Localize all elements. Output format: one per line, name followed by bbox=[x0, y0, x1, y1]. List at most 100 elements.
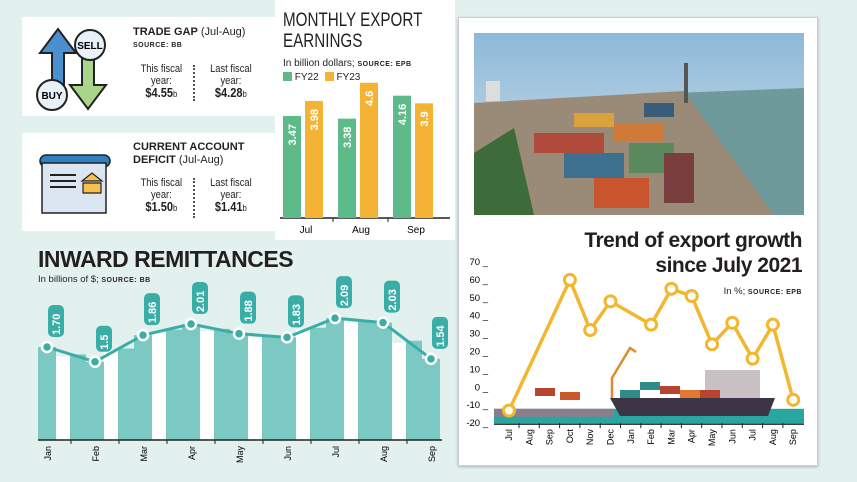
remittance-bar bbox=[182, 324, 200, 440]
bar-fy23-aug bbox=[360, 82, 378, 218]
x-tick-label: Jun bbox=[283, 446, 293, 461]
data-point bbox=[136, 328, 150, 342]
trade-gap-period: (Jul-Aug) bbox=[200, 26, 246, 38]
data-point bbox=[603, 294, 618, 309]
remittance-mid-bar bbox=[358, 320, 374, 440]
sell-label: SELL bbox=[77, 41, 103, 52]
container-illustration bbox=[560, 392, 580, 400]
export-title: MONTHLY EXPORT EARNINGS bbox=[283, 10, 423, 52]
container-illustration bbox=[620, 390, 640, 398]
x-tick-label: Mar bbox=[666, 429, 676, 445]
data-point bbox=[745, 351, 760, 366]
crane-illustration bbox=[610, 346, 637, 398]
x-tick-label: May bbox=[235, 446, 245, 464]
ca-title-line2: DEFICIT bbox=[133, 154, 176, 166]
x-tick-label: Jul bbox=[504, 429, 514, 441]
remittance-gap-bar bbox=[392, 342, 406, 440]
bar-fy23-jul bbox=[305, 100, 323, 218]
x-tick-label: Jul bbox=[748, 429, 758, 441]
dock-illustration bbox=[494, 408, 614, 417]
x-tick-label: Feb bbox=[91, 446, 101, 462]
value-badge bbox=[144, 293, 160, 326]
value-label: 1.70 bbox=[51, 314, 63, 335]
y-tick-label: -10 _ bbox=[466, 400, 488, 411]
bar-fy22-sep bbox=[393, 95, 411, 218]
data-point bbox=[644, 317, 659, 332]
container-illustration bbox=[535, 388, 555, 396]
data-point bbox=[664, 281, 679, 296]
legend-fy23: FY23 bbox=[324, 72, 360, 83]
containers bbox=[534, 103, 694, 208]
bar-value-label: 4.6 bbox=[364, 91, 376, 106]
container-illustration bbox=[700, 390, 720, 398]
remittance-bar bbox=[422, 358, 440, 440]
remittance-gap-bar bbox=[152, 331, 166, 440]
legend-fy22: FY22 bbox=[283, 72, 319, 83]
trend-source: SOURCE: EPB bbox=[747, 289, 802, 296]
x-tick-label: Aug bbox=[524, 429, 534, 445]
remittance-mid-bar bbox=[214, 328, 230, 440]
container-illustration bbox=[660, 386, 680, 394]
x-tick-label: Feb bbox=[646, 429, 656, 445]
divider bbox=[193, 65, 195, 101]
x-tick-label: Mar bbox=[139, 446, 149, 462]
data-point bbox=[583, 323, 598, 338]
value-label: 2.09 bbox=[339, 285, 351, 306]
y-tick-label: -20 _ bbox=[466, 418, 488, 429]
bar-fy23-sep bbox=[415, 103, 433, 218]
remittance-mid-bar bbox=[118, 348, 134, 440]
x-tick-label: Jun bbox=[727, 429, 737, 444]
ca-title-line1: CURRENT ACCOUNT bbox=[133, 141, 245, 153]
export-subtitle: In billion dollars; bbox=[283, 58, 355, 69]
data-point bbox=[725, 315, 740, 330]
bank-document-icon bbox=[39, 154, 111, 214]
x-tick-label: Aug bbox=[352, 225, 370, 236]
current-account-card: CURRENT ACCOUNT DEFICIT (Jul-Aug) This fi… bbox=[22, 133, 275, 231]
value-badge bbox=[432, 316, 448, 349]
remittance-bar bbox=[326, 318, 344, 440]
x-tick-label: Sep bbox=[427, 446, 437, 462]
y-tick-label: 0 _ bbox=[475, 382, 489, 393]
remittance-bar bbox=[230, 333, 248, 440]
ca-this-year: This fiscal year: $1.50b bbox=[140, 177, 183, 214]
value-badge bbox=[336, 276, 352, 309]
remittance-gap-bar bbox=[248, 337, 262, 440]
x-tick-label: Aug bbox=[379, 446, 389, 462]
remittance-mid-bar bbox=[262, 335, 278, 440]
bar-value-label: 4.16 bbox=[397, 104, 409, 125]
export-source: SOURCE: EPB bbox=[357, 61, 412, 68]
y-tick-label: 40 _ bbox=[470, 311, 489, 322]
x-tick-label: Apr bbox=[187, 446, 197, 460]
remittance-bar bbox=[278, 337, 296, 440]
buy-label: BUY bbox=[41, 91, 62, 102]
remittance-gap-bar bbox=[56, 356, 70, 440]
remittance-gap-bar bbox=[104, 350, 118, 440]
trade-gap-this-year: This fiscal year: $4.55b bbox=[140, 63, 183, 100]
divider bbox=[193, 178, 195, 218]
y-tick-label: 70 _ bbox=[470, 257, 489, 268]
data-point bbox=[376, 316, 390, 329]
bar-fy22-aug bbox=[338, 118, 356, 218]
monthly-export-chart: MONTHLY EXPORT EARNINGS In billion dolla… bbox=[275, 0, 455, 240]
data-point bbox=[684, 289, 699, 304]
data-point bbox=[786, 392, 801, 407]
value-label: 1.86 bbox=[147, 302, 159, 323]
data-point bbox=[328, 311, 342, 325]
remittance-mid-bar bbox=[310, 327, 326, 440]
remittance-bar bbox=[134, 335, 152, 440]
remittance-mid-bar bbox=[70, 354, 86, 440]
buy-sell-icon: SELL BUY bbox=[36, 27, 108, 111]
value-label: 2.01 bbox=[195, 291, 207, 312]
container-illustration bbox=[640, 382, 660, 390]
remittance-bar bbox=[86, 361, 104, 440]
trend-title: Trend of export growth since July 2021 bbox=[584, 229, 802, 277]
x-tick-label: Dec bbox=[606, 429, 616, 446]
remittance-mid-bar bbox=[406, 340, 422, 440]
x-tick-label: Apr bbox=[687, 429, 697, 443]
value-label: 1.88 bbox=[243, 300, 255, 321]
data-point bbox=[765, 317, 780, 332]
y-tick-label: 50 _ bbox=[470, 293, 489, 304]
value-label: 1.83 bbox=[291, 304, 303, 325]
value-badge bbox=[288, 295, 304, 328]
